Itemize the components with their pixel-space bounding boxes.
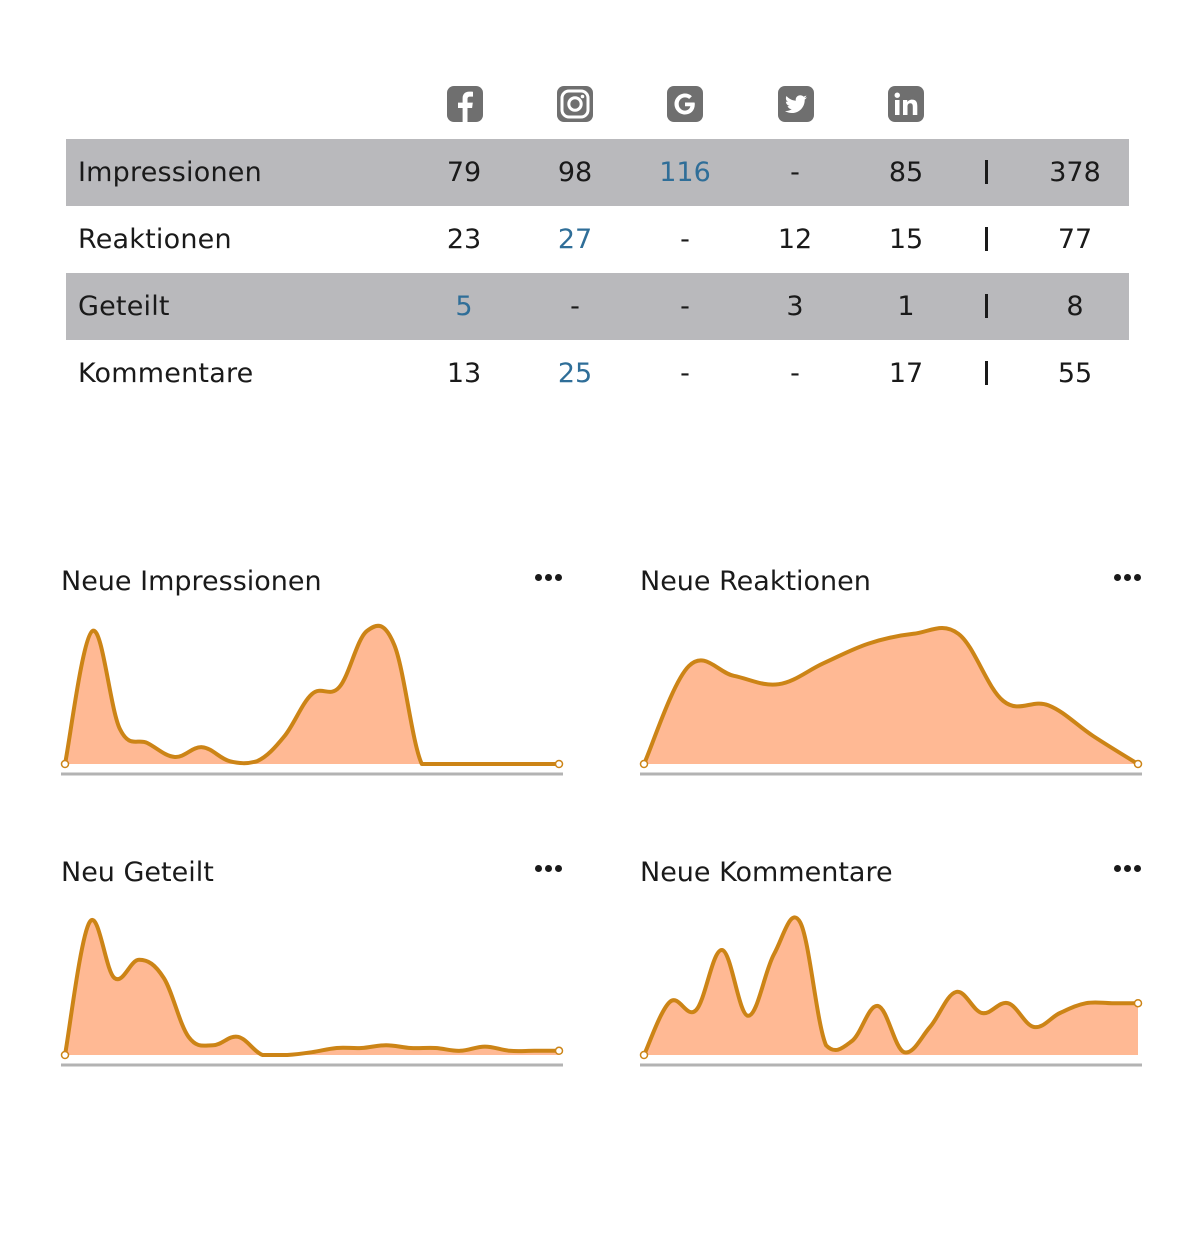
more-options-icon[interactable] — [1114, 574, 1142, 582]
chart-title: Neu Geteilt — [61, 857, 214, 888]
facebook-icon — [447, 86, 483, 122]
more-options-icon[interactable] — [1114, 865, 1142, 873]
chart-title: Neue Reaktionen — [640, 566, 871, 597]
row-label: Kommentare — [78, 358, 254, 389]
total-cell: 378 — [1049, 157, 1101, 188]
area-chart — [60, 623, 564, 776]
table-cell: - — [790, 157, 800, 188]
area-fill — [644, 627, 1138, 764]
total-separator — [985, 361, 988, 385]
table-cell: 23 — [446, 224, 482, 255]
total-separator — [985, 227, 988, 251]
end-point — [1133, 759, 1143, 769]
table-cell: 116 — [659, 157, 711, 188]
table-cell: - — [680, 291, 690, 322]
start-point — [639, 759, 649, 769]
more-options-icon[interactable] — [535, 865, 563, 873]
table-row: Geteilt 5 - - 3 1 8 — [66, 273, 1129, 340]
table-cell: - — [680, 358, 690, 389]
total-cell: 8 — [1066, 291, 1084, 322]
table-cell: 1 — [897, 291, 915, 322]
series-line — [63, 623, 561, 766]
start-point — [60, 1050, 70, 1060]
table-cell: 27 — [557, 224, 593, 255]
series-line — [642, 626, 1140, 766]
table-row: Reaktionen 23 27 - 12 15 77 — [66, 206, 1129, 273]
end-point — [554, 1046, 564, 1056]
start-point — [639, 1050, 649, 1060]
table-cell: 13 — [446, 358, 482, 389]
more-options-icon[interactable] — [535, 574, 563, 582]
series-line — [63, 918, 561, 1057]
chart-title: Neue Kommentare — [640, 857, 893, 888]
total-cell: 77 — [1057, 224, 1093, 255]
chart-neu-geteilt: Neu Geteilt — [60, 857, 564, 1117]
series-line — [642, 915, 1140, 1057]
instagram-icon — [557, 86, 593, 122]
chart-neue-reaktionen: Neue Reaktionen — [639, 566, 1143, 826]
end-point — [1133, 998, 1143, 1008]
table-cell: 79 — [446, 157, 482, 188]
end-point — [554, 759, 564, 769]
total-cell: 55 — [1057, 358, 1093, 389]
area-chart — [639, 626, 1143, 776]
twitter-icon — [778, 86, 814, 122]
table-cell: - — [570, 291, 580, 322]
table-cell: 5 — [455, 291, 473, 322]
total-separator — [985, 160, 988, 184]
row-label: Geteilt — [78, 291, 170, 322]
total-separator — [985, 294, 988, 318]
chart-title: Neue Impressionen — [61, 566, 322, 597]
area-chart — [639, 915, 1143, 1067]
table-row: Kommentare 13 25 - - 17 55 — [66, 340, 1129, 407]
table-cell: 25 — [557, 358, 593, 389]
table-cell: 15 — [888, 224, 924, 255]
linkedin-icon — [888, 86, 924, 122]
table-cell: 98 — [557, 157, 593, 188]
chart-neue-impressionen: Neue Impressionen — [60, 566, 564, 826]
table-row: Impressionen 79 98 116 - 85 378 — [66, 139, 1129, 206]
google-icon — [667, 86, 703, 122]
start-point — [60, 759, 70, 769]
table-cell: - — [680, 224, 690, 255]
area-chart — [60, 918, 564, 1067]
table-cell: 12 — [777, 224, 813, 255]
row-label: Reaktionen — [78, 224, 232, 255]
row-label: Impressionen — [78, 157, 262, 188]
area-fill — [65, 920, 559, 1055]
area-fill — [644, 917, 1138, 1055]
chart-neue-kommentare: Neue Kommentare — [639, 857, 1143, 1117]
table-cell: 85 — [888, 157, 924, 188]
table-cell: - — [790, 358, 800, 389]
table-cell: 3 — [786, 291, 804, 322]
table-cell: 17 — [888, 358, 924, 389]
